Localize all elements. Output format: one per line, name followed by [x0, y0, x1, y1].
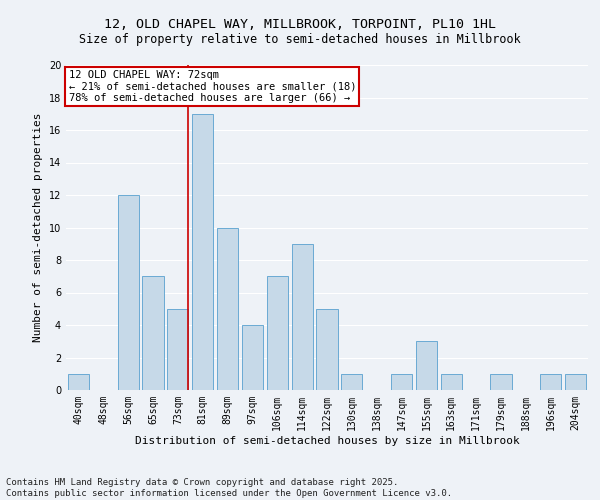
Bar — [68, 374, 89, 390]
Text: Size of property relative to semi-detached houses in Millbrook: Size of property relative to semi-detach… — [79, 32, 521, 46]
Bar — [192, 114, 213, 390]
X-axis label: Distribution of semi-detached houses by size in Millbrook: Distribution of semi-detached houses by … — [134, 436, 520, 446]
Bar — [118, 195, 139, 390]
Text: 12 OLD CHAPEL WAY: 72sqm
← 21% of semi-detached houses are smaller (18)
78% of s: 12 OLD CHAPEL WAY: 72sqm ← 21% of semi-d… — [68, 70, 356, 103]
Bar — [267, 276, 288, 390]
Y-axis label: Number of semi-detached properties: Number of semi-detached properties — [33, 113, 43, 342]
Bar — [217, 228, 238, 390]
Bar — [142, 276, 164, 390]
Bar — [391, 374, 412, 390]
Bar — [292, 244, 313, 390]
Text: 12, OLD CHAPEL WAY, MILLBROOK, TORPOINT, PL10 1HL: 12, OLD CHAPEL WAY, MILLBROOK, TORPOINT,… — [104, 18, 496, 30]
Text: Contains HM Land Registry data © Crown copyright and database right 2025.
Contai: Contains HM Land Registry data © Crown c… — [6, 478, 452, 498]
Bar — [341, 374, 362, 390]
Bar — [316, 308, 338, 390]
Bar — [242, 325, 263, 390]
Bar — [565, 374, 586, 390]
Bar — [441, 374, 462, 390]
Bar — [416, 341, 437, 390]
Bar — [540, 374, 561, 390]
Bar — [490, 374, 512, 390]
Bar — [167, 308, 188, 390]
